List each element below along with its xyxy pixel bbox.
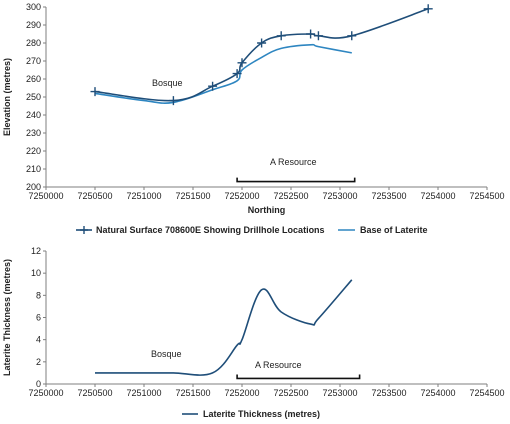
annotation-label: A Resource bbox=[270, 157, 317, 167]
y-tick-label: 230 bbox=[26, 128, 41, 138]
y-tick-label: 260 bbox=[26, 74, 41, 84]
x-tick-label: 7250000 bbox=[28, 388, 63, 398]
y-tick-label: 10 bbox=[31, 268, 41, 278]
x-tick-label: 7250000 bbox=[28, 191, 63, 201]
data-point-marker bbox=[168, 96, 178, 106]
x-tick-label: 7254500 bbox=[469, 191, 504, 201]
series-line bbox=[94, 8, 429, 102]
data-point-marker bbox=[306, 29, 316, 39]
data-point-marker bbox=[237, 58, 247, 68]
y-tick-label: 2 bbox=[36, 357, 41, 367]
x-tick-label: 7252500 bbox=[273, 191, 308, 201]
y-tick-label: 12 bbox=[31, 246, 41, 256]
y-axis-title: Laterite Thickness (metres) bbox=[2, 259, 12, 376]
x-tick-label: 7254000 bbox=[420, 191, 455, 201]
y-tick-label: 6 bbox=[36, 313, 41, 323]
x-tick-label: 7251000 bbox=[126, 388, 161, 398]
x-tick-label: 7252000 bbox=[224, 191, 259, 201]
x-axis-title: Northing bbox=[248, 205, 286, 215]
legend-label: Natural Surface 708600E Showing Drillhol… bbox=[96, 225, 325, 235]
series-line bbox=[94, 43, 352, 104]
y-tick-label: 0 bbox=[36, 379, 41, 389]
thickness-chart: 0 2 4 6 8 10 12 7250000 7250500 7251000 7251500 725… bbox=[2, 246, 505, 419]
data-point-marker bbox=[313, 31, 323, 41]
data-point-marker bbox=[257, 38, 267, 48]
y-tick-label: 290 bbox=[26, 20, 41, 30]
resource-bracket bbox=[236, 374, 361, 380]
x-tick-label: 7250500 bbox=[77, 388, 112, 398]
x-tick-label: 7251500 bbox=[175, 191, 210, 201]
annotation-label: A Resource bbox=[255, 360, 302, 370]
x-tick-label: 7254000 bbox=[420, 388, 455, 398]
y-tick-label: 210 bbox=[26, 164, 41, 174]
x-tick-label: 7253000 bbox=[322, 191, 357, 201]
elevation-chart: 200 210 220 230 240 250 260 270 280 290 300 7250000… bbox=[2, 2, 505, 235]
data-point-marker bbox=[208, 81, 218, 91]
y-tick-label: 300 bbox=[26, 2, 41, 12]
x-tick-label: 7253000 bbox=[322, 388, 357, 398]
y-tick-label: 280 bbox=[26, 38, 41, 48]
annotation-label: Bosque bbox=[152, 78, 183, 88]
legend-label: Laterite Thickness (metres) bbox=[203, 409, 320, 419]
y-tick-label: 200 bbox=[26, 182, 41, 192]
x-tick-label: 7253500 bbox=[371, 388, 406, 398]
data-point-marker bbox=[276, 31, 286, 41]
x-tick-label: 7253500 bbox=[371, 191, 406, 201]
y-tick-label: 270 bbox=[26, 56, 41, 66]
x-tick-label: 7252500 bbox=[273, 388, 308, 398]
series-line bbox=[95, 279, 353, 376]
y-tick-label: 250 bbox=[26, 92, 41, 102]
legend-marker bbox=[80, 226, 88, 234]
x-tick-label: 7250500 bbox=[77, 191, 112, 201]
annotation-label: Bosque bbox=[151, 349, 182, 359]
x-tick-label: 7252000 bbox=[224, 388, 259, 398]
x-tick-label: 7251000 bbox=[126, 191, 161, 201]
data-point-marker bbox=[423, 4, 433, 14]
y-tick-label: 220 bbox=[26, 146, 41, 156]
x-tick-label: 7254500 bbox=[469, 388, 504, 398]
y-axis-title: Elevation (metres) bbox=[2, 58, 12, 136]
x-tick-label: 7251500 bbox=[175, 388, 210, 398]
resource-bracket bbox=[236, 177, 356, 183]
data-point-marker bbox=[347, 31, 357, 41]
y-tick-label: 4 bbox=[36, 335, 41, 345]
data-point-marker bbox=[90, 87, 100, 97]
y-tick-label: 240 bbox=[26, 110, 41, 120]
data-point-marker bbox=[232, 69, 242, 79]
y-tick-label: 8 bbox=[36, 290, 41, 300]
legend-label: Base of Laterite bbox=[360, 225, 428, 235]
